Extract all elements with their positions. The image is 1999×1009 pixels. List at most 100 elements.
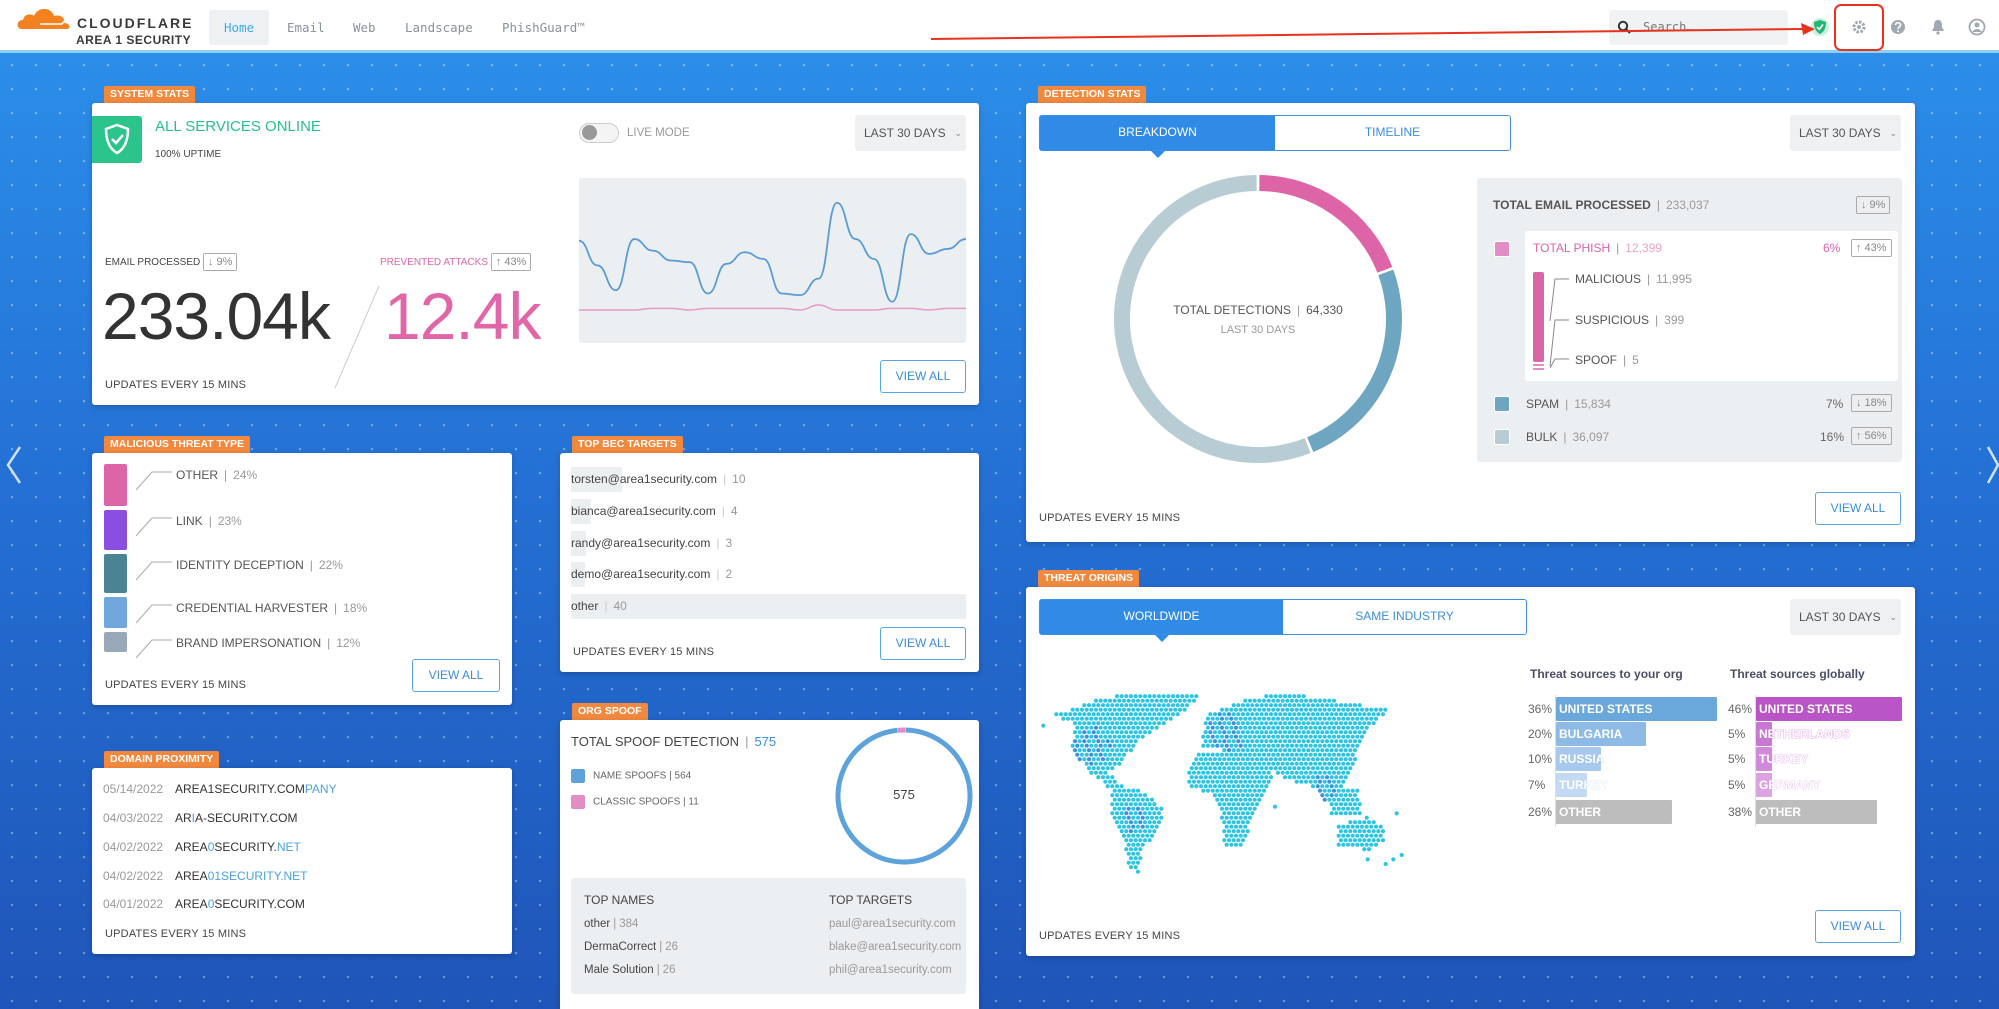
- shield-check-icon[interactable]: [1811, 18, 1829, 36]
- map-dot: [1079, 743, 1085, 748]
- top-target-email[interactable]: paul@area1security.com: [829, 918, 956, 930]
- map-dot: [1149, 833, 1155, 838]
- nav-home[interactable]: Home: [209, 10, 269, 45]
- map-dot: [1236, 748, 1241, 753]
- domain-row[interactable]: 04/01/2022 AREA0SECURITY.COM: [103, 897, 493, 911]
- source-bar[interactable]: [1556, 747, 1601, 771]
- donut-segment-bulk[interactable]: [1114, 175, 1311, 463]
- gear-icon[interactable]: [1850, 18, 1868, 36]
- nav-landscape[interactable]: Landscape: [405, 20, 473, 35]
- threat-type-item[interactable]: LINK | 23%: [176, 514, 242, 529]
- map-dot: [1215, 797, 1220, 802]
- map-dot: [1341, 743, 1346, 748]
- tab-timeline[interactable]: TIMELINE: [1364, 125, 1421, 139]
- map-dot: [1308, 770, 1313, 775]
- map-dot: [1350, 842, 1355, 847]
- map-dot: [1287, 730, 1292, 735]
- bulk-label: BULK: [1526, 430, 1558, 444]
- domain-row[interactable]: 04/02/2022 AREA01SECURITY.NET: [103, 869, 493, 883]
- previous-arrow-icon[interactable]: [4, 445, 24, 485]
- map-dot: [1259, 757, 1264, 762]
- map-dot: [1170, 712, 1176, 717]
- nav-email[interactable]: Email: [287, 20, 325, 35]
- map-dot: [1350, 734, 1355, 739]
- threat-type-item[interactable]: IDENTITY DECEPTION | 22%: [176, 558, 343, 573]
- domain-row[interactable]: 05/14/2022 AREA1SECURITY.COMPANY: [103, 782, 493, 796]
- period-dropdown[interactable]: LAST 30 DAYS ⌄: [1790, 115, 1901, 151]
- map-dot: [1338, 748, 1344, 753]
- map-dot: [1119, 721, 1124, 726]
- source-bar[interactable]: [1756, 722, 1772, 746]
- nav-web[interactable]: Web: [353, 20, 376, 35]
- bec-target-row[interactable]: randy@area1security.com | 3: [571, 536, 733, 550]
- map-dot: [1058, 712, 1064, 717]
- source-bar[interactable]: [1556, 697, 1718, 721]
- bec-target-row[interactable]: demo@area1security.com | 2: [571, 567, 733, 581]
- view-all-button[interactable]: VIEW ALL: [880, 360, 966, 393]
- source-bar[interactable]: [1556, 773, 1588, 797]
- source-bar[interactable]: [1756, 773, 1772, 797]
- map-dot: [1126, 698, 1131, 703]
- top-target-email[interactable]: phil@area1security.com: [829, 964, 952, 976]
- live-mode-toggle[interactable]: [579, 123, 619, 143]
- map-dot: [1138, 847, 1143, 852]
- source-bar[interactable]: [1556, 800, 1673, 824]
- map-dot: [1112, 779, 1117, 784]
- map-dot: [1093, 743, 1099, 748]
- period-dropdown[interactable]: LAST 30 DAYS ⌄: [1790, 599, 1901, 635]
- map-dot: [1324, 739, 1330, 744]
- period-dropdown[interactable]: LAST 30 DAYS ⌄: [855, 115, 966, 151]
- donut-segment-phish[interactable]: [1259, 175, 1393, 273]
- map-dot: [1271, 752, 1276, 757]
- tab-breakdown[interactable]: BREAKDOWN: [1040, 116, 1275, 158]
- help-icon[interactable]: [1889, 18, 1907, 36]
- spoof-donut-segment[interactable]: [835, 727, 973, 865]
- source-bar[interactable]: [1556, 722, 1646, 746]
- bell-icon[interactable]: [1929, 18, 1947, 36]
- donut-segment-spam[interactable]: [1307, 269, 1402, 452]
- source-bar[interactable]: [1756, 800, 1877, 824]
- threat-type-item[interactable]: CREDENTIAL HARVESTER | 18%: [176, 600, 368, 615]
- bec-target-row[interactable]: torsten@area1security.com | 10: [571, 472, 746, 486]
- next-arrow-icon[interactable]: [1986, 445, 1999, 485]
- map-dot: [1154, 698, 1159, 703]
- map-dot: [1133, 811, 1138, 816]
- world-threat-map[interactable]: [1039, 669, 1419, 884]
- view-all-button[interactable]: VIEW ALL: [1815, 492, 1901, 525]
- map-dot: [1107, 752, 1113, 757]
- tab-same-industry[interactable]: SAME INDUSTRY: [1355, 609, 1454, 623]
- map-dot: [1093, 707, 1099, 712]
- search-input[interactable]: Search…: [1609, 10, 1788, 45]
- nav-phishguard[interactable]: PhishGuard™: [502, 20, 585, 35]
- map-dot: [1226, 748, 1232, 753]
- map-dot: [1231, 712, 1236, 717]
- view-all-button[interactable]: VIEW ALL: [1815, 910, 1901, 943]
- source-pct: 46%: [1728, 702, 1753, 716]
- map-dot: [1285, 707, 1290, 712]
- cloudflare-logo[interactable]: [16, 5, 74, 36]
- view-all-button[interactable]: VIEW ALL: [880, 627, 966, 660]
- tab-worldwide[interactable]: WORLDWIDE: [1040, 600, 1283, 642]
- map-dot: [1110, 793, 1115, 798]
- user-icon[interactable]: [1968, 18, 1986, 36]
- map-dot: [1271, 698, 1276, 703]
- domain-row[interactable]: 04/03/2022 ARIA-SECURITY.COM: [103, 811, 493, 825]
- domain-row[interactable]: 04/02/2022 AREA0SECURITY.NET: [103, 840, 493, 854]
- bec-target-row[interactable]: other | 40: [571, 599, 627, 613]
- total-phish: TOTAL PHISH | 12,399: [1533, 241, 1662, 255]
- map-dot: [1292, 703, 1297, 708]
- threat-type-item[interactable]: BRAND IMPERSONATION | 12%: [176, 636, 361, 651]
- view-all-button[interactable]: VIEW ALL: [412, 659, 500, 692]
- map-dot: [1238, 761, 1243, 766]
- source-bar[interactable]: [1756, 697, 1903, 721]
- bec-target-row[interactable]: bianca@area1security.com | 4: [571, 504, 738, 518]
- top-target-email[interactable]: blake@area1security.com: [829, 941, 962, 953]
- map-dot: [1264, 766, 1269, 771]
- map-dot: [1303, 725, 1309, 730]
- source-bar[interactable]: [1756, 747, 1772, 771]
- map-dot: [1126, 743, 1131, 748]
- map-dot: [1268, 694, 1274, 699]
- threat-type-item[interactable]: OTHER | 24%: [176, 468, 258, 482]
- map-dot: [1273, 757, 1278, 762]
- map-dot: [1282, 766, 1288, 771]
